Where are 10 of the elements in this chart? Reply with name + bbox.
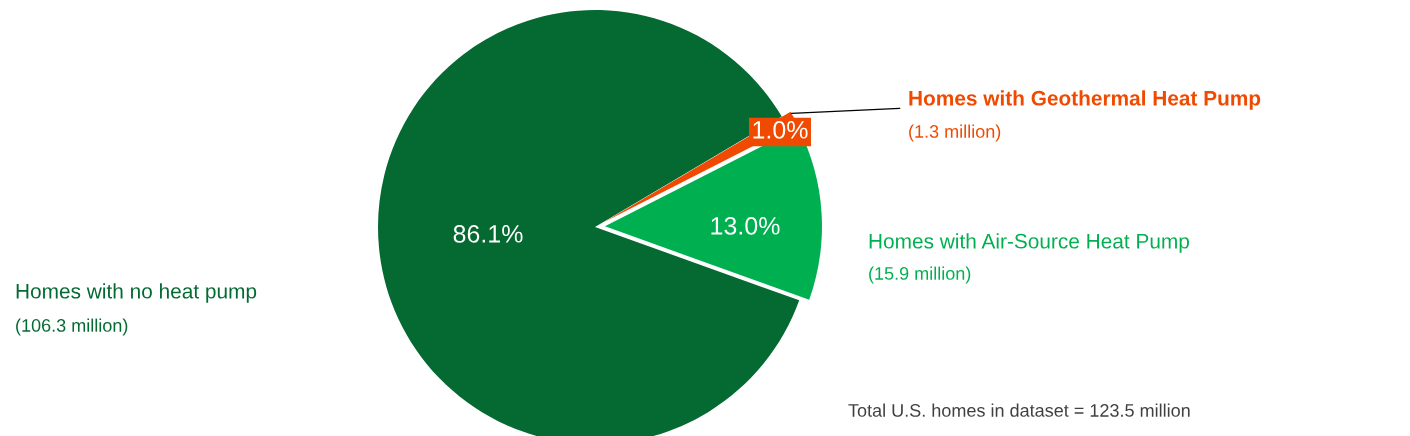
text: (15.9 million): [869, 266, 971, 284]
text: (1.3 million): [909, 124, 1001, 142]
slice-label: Homes with no heat pump: [16, 283, 257, 303]
data-label: 1.0%: [753, 121, 808, 139]
text: (106.3 million): [16, 318, 128, 336]
slice-label: Homes with Air-Source Heat Pump: [869, 233, 1190, 253]
text: Total U.S. homes in dataset = 123.5 million: [848, 403, 1190, 417]
slice-label: Homes with Geothermal Heat Pump: [909, 90, 1261, 110]
data-label: 86.1%: [453, 225, 523, 243]
data-label: 13.0%: [711, 217, 780, 235]
